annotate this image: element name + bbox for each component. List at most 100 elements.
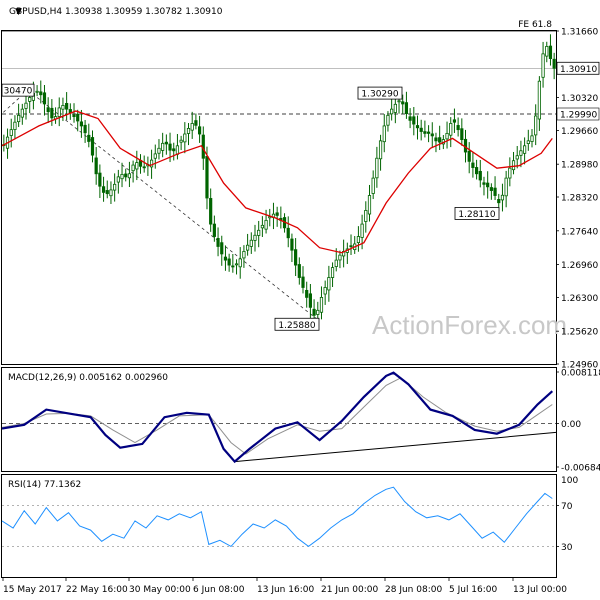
price-annotation-label: 1.25880 xyxy=(278,321,315,331)
candle-body xyxy=(434,137,438,142)
candle-body xyxy=(153,153,157,159)
candle-body xyxy=(478,170,482,181)
candle-body xyxy=(109,189,113,197)
x-tick-label: 13 Jun 16:00 xyxy=(257,585,314,595)
candle-body xyxy=(257,229,261,236)
candle-body xyxy=(334,259,338,267)
x-tick-label: 13 Jul 00:00 xyxy=(513,585,567,595)
candle-body xyxy=(386,114,390,126)
candle-body xyxy=(452,119,457,123)
candle-body xyxy=(231,265,235,268)
candle-body xyxy=(238,258,242,268)
y-tick-label: 70 xyxy=(561,502,573,512)
y-tick-label: -0.006844 xyxy=(561,464,600,474)
candle-body xyxy=(504,177,508,197)
candle-body xyxy=(242,251,246,259)
candle-body xyxy=(24,102,28,109)
candle-body xyxy=(113,183,117,191)
candle-body xyxy=(253,234,257,241)
candle-body xyxy=(375,157,379,179)
candle-body xyxy=(426,131,431,134)
candle-body xyxy=(183,133,187,143)
candle-body xyxy=(430,133,434,137)
candle-body xyxy=(460,128,464,140)
candle-body xyxy=(101,186,106,193)
candle-body xyxy=(330,267,335,278)
y-tick-label: 0.008118 xyxy=(561,369,600,379)
candle-body xyxy=(371,177,375,194)
candle-body xyxy=(423,131,427,134)
candle-body xyxy=(124,173,128,178)
macd-panel-frame xyxy=(1,367,557,472)
candle-body xyxy=(537,80,541,120)
candle-body xyxy=(216,238,220,247)
candle-body xyxy=(142,166,146,169)
candle-body xyxy=(275,212,279,216)
candle-body xyxy=(94,157,98,175)
candle-body xyxy=(246,244,250,251)
candle-body xyxy=(367,195,372,215)
candle-body xyxy=(50,107,54,119)
candle-body xyxy=(157,147,161,154)
candle-body xyxy=(552,58,556,69)
candle-body xyxy=(249,239,253,247)
chart-header: GBPUSD,H4 1.30938 1.30959 1.30782 1.3091… xyxy=(9,7,223,17)
candle-body xyxy=(90,137,95,156)
current-price-label: 1.30910 xyxy=(560,65,597,75)
price-annotation-label: 1.28110 xyxy=(458,210,495,220)
candle-body xyxy=(290,238,294,251)
price-annotation-box xyxy=(454,207,500,220)
x-tick-label: 22 May 16:00 xyxy=(66,585,128,595)
candle-body xyxy=(98,172,102,187)
candle-body xyxy=(131,164,135,172)
candle-body xyxy=(105,190,109,195)
candle-body xyxy=(264,219,268,230)
candle-body xyxy=(349,245,353,248)
candle-body xyxy=(338,254,342,261)
candle-body xyxy=(541,53,545,78)
candle-body xyxy=(87,134,91,142)
candle-body xyxy=(316,309,320,315)
candle-body xyxy=(76,113,80,122)
fe-label: FE 61.8 xyxy=(518,20,552,30)
candle-body xyxy=(378,140,383,160)
candle-body xyxy=(486,182,490,188)
y-tick-label: 1.29660 xyxy=(561,127,598,137)
x-tick-label: 28 Jun 08:00 xyxy=(385,585,442,595)
candle-body xyxy=(508,167,512,179)
candle-body xyxy=(515,155,519,160)
candle-body xyxy=(17,114,21,123)
candle-body xyxy=(39,91,43,96)
x-tick-label: 30 May 00:00 xyxy=(129,585,191,595)
candle-body xyxy=(301,276,305,288)
candle-body xyxy=(161,142,165,151)
macd-trendline xyxy=(234,431,557,463)
x-tick-label: 5 Jul 16:00 xyxy=(449,585,498,595)
candle-body xyxy=(205,156,209,199)
candle-body xyxy=(297,264,301,278)
price-annotation-label: 1.30290 xyxy=(361,90,398,100)
candle-body xyxy=(223,256,228,261)
candle-body xyxy=(127,173,132,179)
rsi-line xyxy=(1,486,553,548)
candle-body xyxy=(497,199,501,204)
y-tick-label: 1.28320 xyxy=(561,194,598,204)
candle-body xyxy=(46,107,50,113)
macd-line xyxy=(1,371,554,464)
candle-body xyxy=(190,123,194,131)
candle-body xyxy=(463,138,468,153)
candle-body xyxy=(35,90,39,93)
y-tick-label: 1.26300 xyxy=(561,294,598,304)
candle-body xyxy=(149,159,154,168)
header-arrow-icon: ▼ xyxy=(15,7,22,17)
y-tick-label: 1.30320 xyxy=(561,94,598,104)
candle-body xyxy=(83,124,87,134)
candle-body xyxy=(323,287,327,295)
candle-body xyxy=(172,148,176,152)
candle-body xyxy=(65,102,69,110)
trend-guide xyxy=(27,89,317,319)
candle-body xyxy=(319,296,324,313)
y-tick-label: 1.27640 xyxy=(561,227,598,237)
candle-body xyxy=(260,224,264,229)
